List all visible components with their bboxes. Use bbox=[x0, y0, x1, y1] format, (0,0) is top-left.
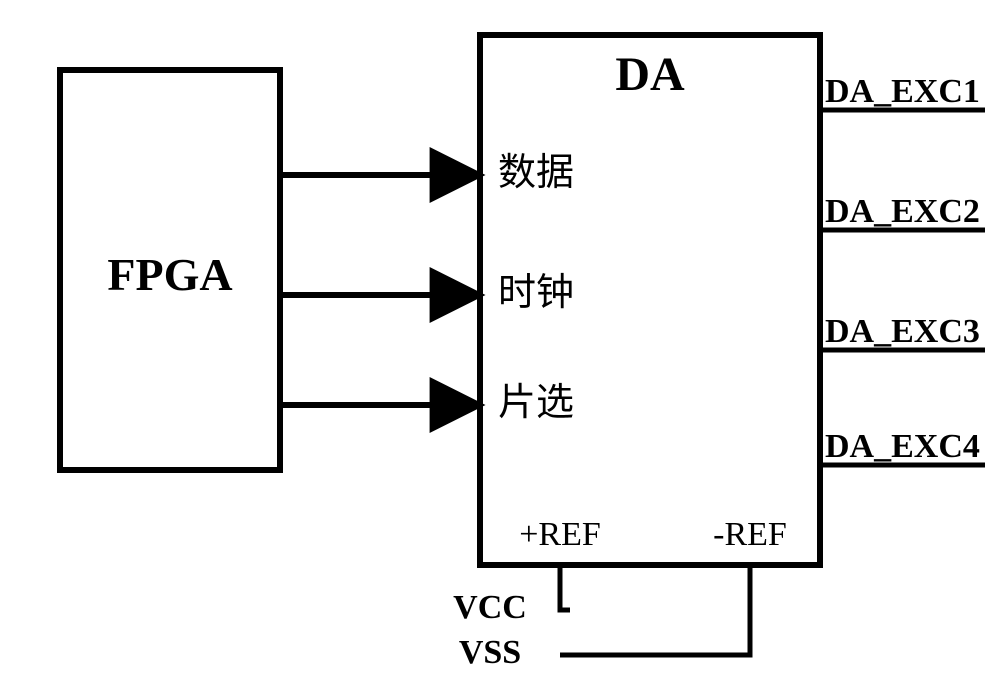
vcc-label: VCC bbox=[453, 589, 527, 626]
da-pin-2: 片选 bbox=[498, 382, 574, 424]
da-pin-0: 数据 bbox=[498, 152, 574, 194]
output-label-2: DA_EXC3 bbox=[825, 313, 980, 350]
vss-label: VSS bbox=[459, 634, 521, 671]
output-label-0: DA_EXC1 bbox=[825, 73, 980, 110]
fpga-block: FPGA bbox=[60, 70, 280, 470]
da-ref-pos: +REF bbox=[519, 516, 601, 553]
da-ref-neg: -REF bbox=[713, 516, 787, 553]
da-title: DA bbox=[615, 48, 685, 101]
output-label-3: DA_EXC4 bbox=[825, 428, 980, 465]
output-label-1: DA_EXC2 bbox=[825, 193, 980, 230]
da-pin-1: 时钟 bbox=[498, 272, 574, 314]
da-block: DA 数据时钟片选 +REF -REF bbox=[480, 35, 820, 565]
fpga-label: FPGA bbox=[107, 249, 232, 300]
